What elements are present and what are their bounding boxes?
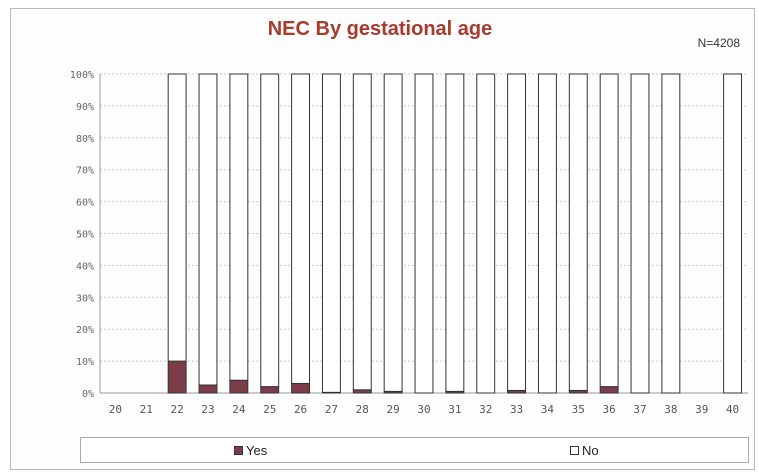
- x-tick-label: 30: [417, 403, 430, 416]
- x-tick-label: 37: [633, 403, 646, 416]
- bar-no-33: [508, 74, 526, 390]
- x-tick-label: 23: [201, 403, 214, 416]
- legend-item-yes: Yes: [234, 443, 267, 458]
- legend-label-no: No: [582, 443, 599, 458]
- x-tick-label: 34: [541, 403, 555, 416]
- bar-yes-22: [168, 361, 186, 393]
- x-tick-label: 27: [325, 403, 338, 416]
- chart-legend: Yes No: [80, 437, 749, 463]
- x-tick-label: 35: [572, 403, 585, 416]
- y-tick-label: 10%: [76, 357, 94, 368]
- bar-yes-25: [261, 387, 279, 393]
- bar-no-29: [384, 74, 402, 391]
- bar-yes-36: [600, 387, 618, 393]
- legend-item-no: No: [570, 443, 599, 458]
- x-tick-label: 39: [695, 403, 708, 416]
- x-tick-label: 29: [387, 403, 400, 416]
- x-tick-label: 31: [448, 403, 461, 416]
- bar-no-40: [724, 74, 742, 393]
- bar-no-37: [631, 74, 649, 393]
- bar-no-30: [415, 74, 433, 393]
- bar-no-23: [199, 74, 217, 385]
- bar-no-38: [662, 74, 680, 393]
- x-tick-label: 33: [510, 403, 523, 416]
- bar-yes-26: [292, 383, 310, 393]
- x-tick-label: 22: [171, 403, 184, 416]
- x-tick-label: 40: [726, 403, 739, 416]
- bar-no-34: [538, 74, 556, 393]
- bar-no-35: [569, 74, 587, 390]
- bar-yes-23: [199, 385, 217, 393]
- y-tick-label: 30%: [76, 293, 94, 304]
- y-tick-label: 90%: [76, 102, 94, 113]
- x-tick-label: 20: [109, 403, 122, 416]
- y-tick-label: 70%: [76, 166, 94, 177]
- y-tick-label: 80%: [76, 134, 94, 145]
- bar-no-31: [446, 74, 464, 391]
- bar-no-36: [600, 74, 618, 387]
- x-tick-label: 24: [232, 403, 246, 416]
- bar-no-27: [322, 74, 340, 392]
- bar-no-32: [477, 74, 495, 393]
- y-tick-label: 20%: [76, 325, 94, 336]
- bar-no-24: [230, 74, 248, 380]
- bar-no-22: [168, 74, 186, 361]
- x-tick-label: 26: [294, 403, 307, 416]
- x-tick-label: 36: [603, 403, 616, 416]
- x-tick-label: 28: [356, 403, 369, 416]
- y-tick-label: 60%: [76, 198, 94, 209]
- bar-no-26: [292, 74, 310, 383]
- legend-swatch-yes: [234, 446, 243, 455]
- x-tick-label: 25: [263, 403, 276, 416]
- y-tick-label: 0%: [82, 389, 94, 400]
- y-tick-label: 40%: [76, 261, 94, 272]
- legend-swatch-no: [570, 446, 579, 455]
- x-tick-label: 38: [664, 403, 677, 416]
- x-tick-label: 32: [479, 403, 492, 416]
- y-tick-label: 100%: [70, 70, 94, 81]
- legend-label-yes: Yes: [246, 443, 267, 458]
- x-tick-label: 21: [140, 403, 153, 416]
- bar-no-28: [353, 74, 371, 390]
- y-tick-label: 50%: [76, 230, 94, 241]
- bar-no-25: [261, 74, 279, 387]
- bar-yes-24: [230, 380, 248, 393]
